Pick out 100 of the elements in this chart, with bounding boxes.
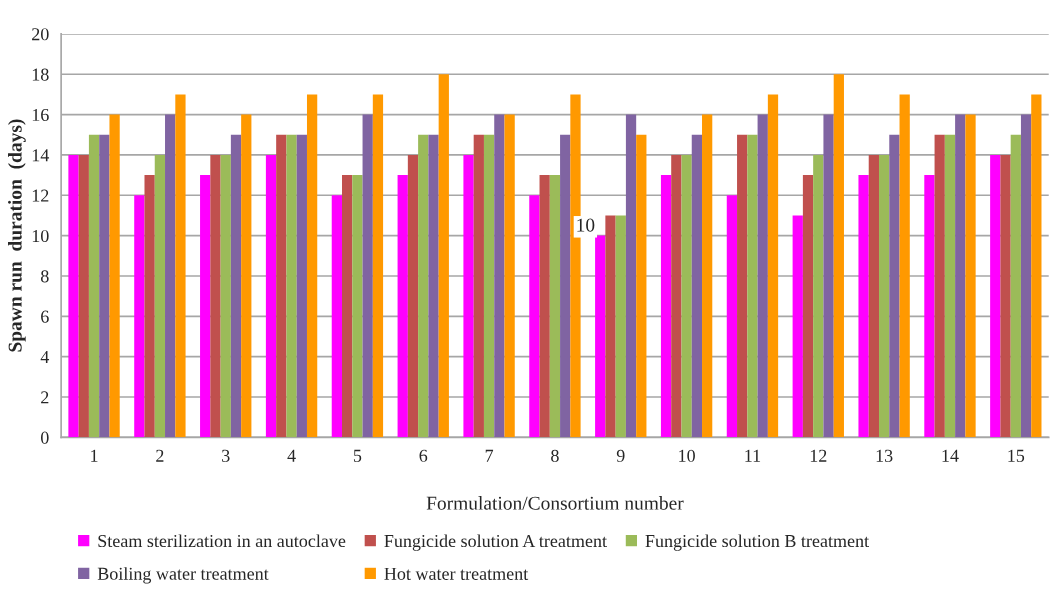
x-tick-label: 7 xyxy=(485,449,494,462)
x-tick-label: 15 xyxy=(1008,449,1025,462)
bar xyxy=(990,154,1001,438)
y-tick-label: 20 xyxy=(32,28,49,41)
bar xyxy=(792,215,803,438)
bar xyxy=(529,195,540,438)
bar xyxy=(691,134,703,438)
bar xyxy=(833,74,844,438)
bar xyxy=(681,154,692,438)
bar xyxy=(924,175,935,438)
bar xyxy=(757,114,768,438)
y-tick-label: 14 xyxy=(32,149,50,162)
bar xyxy=(747,134,758,438)
bar xyxy=(726,195,738,438)
bar xyxy=(144,175,155,438)
y-tick-label: 6 xyxy=(41,310,49,323)
bar xyxy=(473,134,484,438)
bar xyxy=(955,114,966,438)
bar xyxy=(868,154,879,438)
y-tick-label: 0 xyxy=(40,431,49,444)
bar xyxy=(331,195,342,438)
y-tick-label: 10 xyxy=(32,229,49,243)
bar xyxy=(660,175,672,438)
bar xyxy=(220,154,231,438)
x-tick-label: 5 xyxy=(353,449,362,462)
y-tick-label: 4 xyxy=(40,351,50,363)
bar xyxy=(878,154,890,438)
bar xyxy=(823,114,834,438)
bar xyxy=(813,154,824,438)
x-tick-label: 9 xyxy=(616,449,625,462)
bar xyxy=(858,175,869,438)
legend-label: Steam sterilization in an autoclave xyxy=(98,534,346,548)
bar xyxy=(276,134,287,438)
x-tick-label: 8 xyxy=(551,449,559,462)
y-axis-title: Spawn run duration (days) xyxy=(8,119,26,352)
bar xyxy=(200,175,211,438)
bar xyxy=(88,134,100,438)
bar xyxy=(802,175,814,438)
x-tick-label: 2 xyxy=(156,449,164,462)
bar xyxy=(636,134,647,438)
bar xyxy=(210,154,221,438)
x-tick-label: 11 xyxy=(745,449,761,462)
y-tick-label: 16 xyxy=(32,108,49,122)
bar xyxy=(230,134,242,438)
bar xyxy=(560,134,571,438)
bar xyxy=(1000,154,1011,438)
bar xyxy=(671,154,682,438)
bar xyxy=(407,154,419,438)
bar xyxy=(175,94,186,438)
bar xyxy=(306,94,318,438)
bar xyxy=(99,134,110,438)
x-tick-label: 4 xyxy=(287,449,296,462)
bar xyxy=(605,215,616,438)
x-tick-label: 6 xyxy=(419,449,428,462)
legend-label: Fungicide solution A treatment xyxy=(384,534,607,551)
bar xyxy=(109,114,120,438)
x-tick-label: 3 xyxy=(222,449,230,462)
bar xyxy=(625,114,637,438)
bar xyxy=(483,134,495,438)
bar xyxy=(944,134,956,438)
bar xyxy=(241,114,252,438)
bar xyxy=(767,94,779,438)
bar xyxy=(1020,114,1032,438)
bar xyxy=(286,134,297,438)
bar xyxy=(549,175,561,438)
x-tick-label: 13 xyxy=(876,449,893,462)
bar xyxy=(899,94,910,438)
x-tick-label: 14 xyxy=(942,449,959,462)
bar xyxy=(737,134,748,438)
bar xyxy=(428,134,439,438)
bar xyxy=(78,154,89,438)
bar xyxy=(372,94,384,438)
bar xyxy=(418,134,429,438)
bar xyxy=(494,114,505,438)
bar xyxy=(1031,94,1042,438)
bar xyxy=(702,114,713,438)
bar xyxy=(463,154,474,438)
bar xyxy=(965,114,976,438)
bar xyxy=(504,114,515,438)
bar xyxy=(68,154,79,438)
bar xyxy=(934,134,945,438)
bar xyxy=(265,154,277,438)
x-axis-title: Formulation/Consortium number xyxy=(426,496,684,510)
bar xyxy=(352,175,363,438)
y-tick-label: 18 xyxy=(32,68,49,81)
y-tick-label: 2 xyxy=(41,391,49,404)
x-tick-label: 1 xyxy=(91,449,98,462)
bar xyxy=(397,175,408,438)
y-tick-label: 8 xyxy=(40,270,49,283)
bar xyxy=(165,114,176,438)
x-tick-label: 10 xyxy=(679,449,695,462)
bar xyxy=(134,195,145,438)
bar xyxy=(889,134,900,438)
annotation: 10 xyxy=(577,218,595,232)
bar xyxy=(362,114,373,438)
bar xyxy=(539,175,550,438)
x-tick-label: 12 xyxy=(810,449,827,462)
legend-label: Fungicide solution B treatment xyxy=(645,534,869,551)
bar xyxy=(342,175,353,438)
bar xyxy=(438,74,449,438)
